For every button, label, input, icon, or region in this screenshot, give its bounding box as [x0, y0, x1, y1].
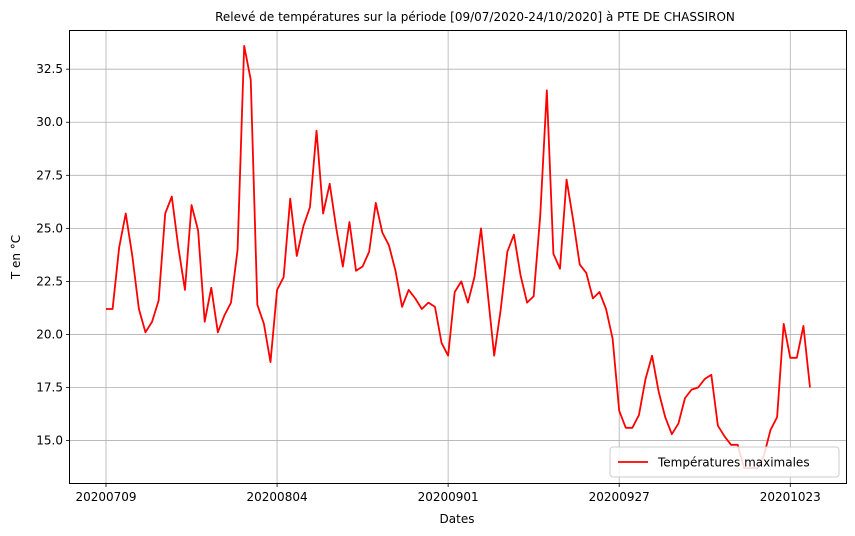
y-tick-label: 32.5	[36, 62, 63, 76]
x-axis: 20200709 20200804 20200901 20200927 20201023	[75, 483, 821, 504]
series-line-temperatures-maximales	[106, 44, 811, 470]
y-tick-label: 27.5	[36, 168, 63, 182]
y-tick-label: 17.5	[36, 381, 63, 395]
plot-frame	[69, 30, 847, 484]
x-tick-label: 20200927	[589, 490, 650, 504]
x-tick-label: 20200901	[418, 490, 479, 504]
y-tick-label: 30.0	[36, 115, 63, 129]
y-tick-label: 20.0	[36, 327, 63, 341]
y-tick-label: 15.0	[36, 434, 63, 448]
legend: Températures maximales	[609, 446, 840, 478]
x-axis-title: Dates	[440, 512, 475, 526]
x-tick-label: 20201023	[760, 490, 821, 504]
chart-title: Relevé de températures sur la période [0…	[215, 10, 735, 24]
x-tick-label: 20200709	[75, 490, 136, 504]
legend-label: Températures maximales	[657, 456, 810, 470]
y-tick-label: 25.0	[36, 221, 63, 235]
y-axis-title: T en °C	[9, 235, 23, 280]
grid-lines	[70, 31, 846, 483]
x-tick-label: 20200804	[247, 490, 308, 504]
legend-box	[609, 446, 840, 478]
y-axis: 15.0 17.5 20.0 22.5 25.0 27.5 30.0 32.5	[36, 62, 70, 448]
y-tick-label: 22.5	[36, 274, 63, 288]
